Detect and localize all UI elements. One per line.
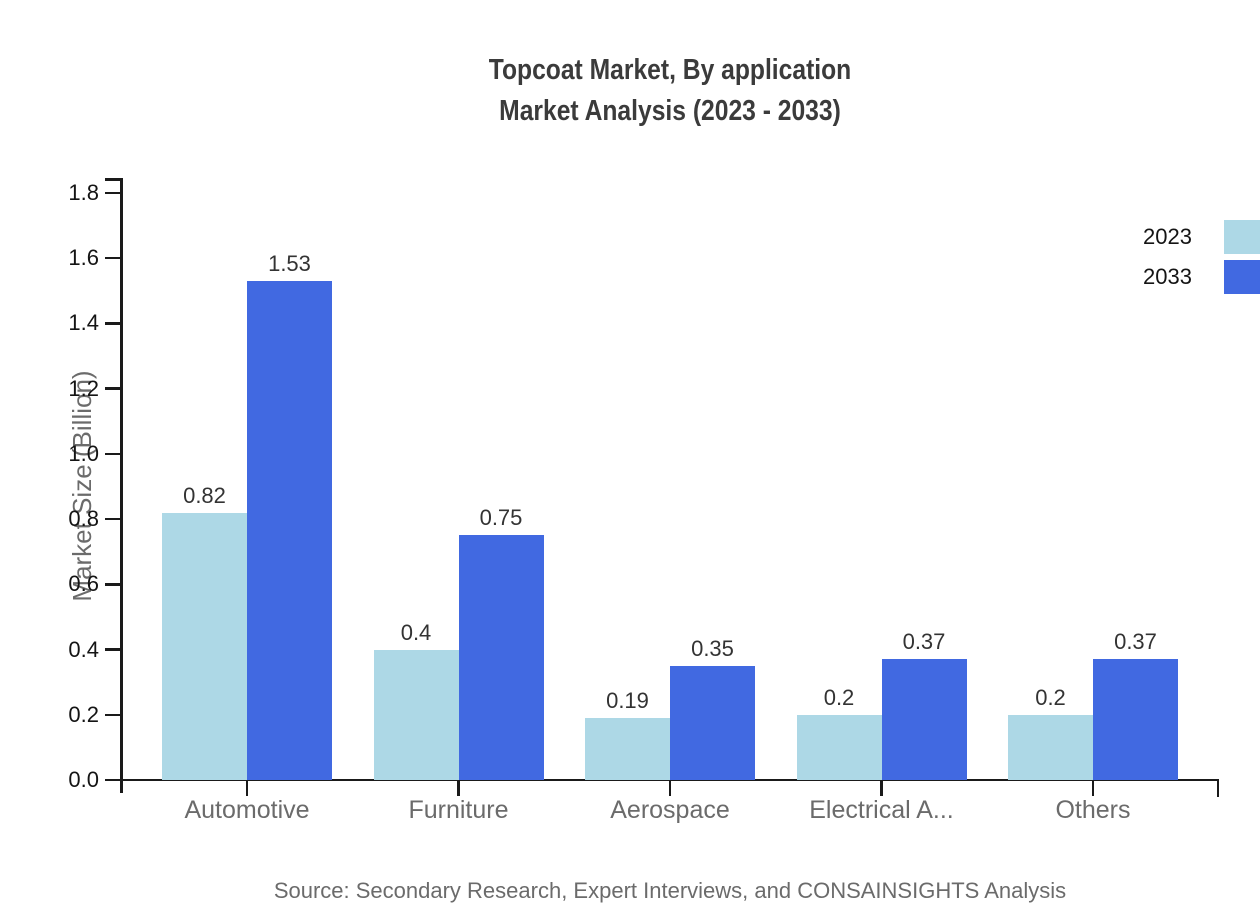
y-tick <box>105 387 120 390</box>
y-tick-label: 0.2 <box>68 701 99 727</box>
bar-value-label: 0.37 <box>1114 629 1157 655</box>
bar-2023-automotive <box>162 512 247 780</box>
legend-label-2033: 2033 <box>1143 264 1192 289</box>
y-tick <box>105 256 120 260</box>
chart-title-line-1: Topcoat Market, By application <box>488 54 852 86</box>
bar-value-label: 0.35 <box>691 635 734 661</box>
bar-value-label: 0.2 <box>1035 684 1066 710</box>
x-category-label: Automotive <box>184 796 310 824</box>
y-tick <box>105 517 120 521</box>
bar-value-label: 0.82 <box>183 482 226 508</box>
y-tick <box>105 191 120 195</box>
x-tick <box>1091 780 1095 796</box>
bar-2033-automotive <box>247 281 332 780</box>
y-tick-label: 0.8 <box>68 506 99 532</box>
x-tick <box>880 780 883 796</box>
chart-title-line-2: Market Analysis (2023 - 2033) <box>499 95 841 127</box>
source-note: Source: Secondary Research, Expert Inter… <box>273 878 1067 903</box>
chart-title: Topcoat Market, By application Market An… <box>203 50 1138 132</box>
bar-2033-electrical-a- <box>881 659 967 780</box>
y-tick <box>105 713 120 717</box>
legend-label-2023: 2023 <box>1143 224 1192 249</box>
bar-2023-aerospace <box>585 718 670 780</box>
bar-value-label: 0.75 <box>479 505 523 531</box>
y-tick <box>105 452 120 456</box>
x-tick <box>457 780 460 796</box>
y-tick <box>105 648 120 651</box>
y-tick-label: 0.4 <box>68 636 99 662</box>
y-tick <box>105 778 120 782</box>
y-tick-label: 0.6 <box>68 571 99 597</box>
bar-value-label: 0.2 <box>823 684 855 710</box>
x-category-label: Others <box>1055 796 1131 824</box>
bar-2023-others <box>1008 714 1093 780</box>
bar-2033-others <box>1093 659 1178 780</box>
y-axis-spine <box>120 178 123 793</box>
y-tick-label: 0.0 <box>68 767 99 792</box>
y-tick-label: 1.8 <box>68 180 99 206</box>
x-tick <box>668 780 672 796</box>
bar-2023-furniture <box>373 649 459 780</box>
x-category-label: Aerospace <box>610 796 730 824</box>
legend-swatch-2023-icon <box>1224 220 1260 254</box>
y-tick-label: 1.0 <box>68 440 99 466</box>
x-category-label: Furniture <box>408 796 509 824</box>
x-tick <box>245 780 249 796</box>
y-tick <box>105 583 120 586</box>
y-tick-label: 1.2 <box>68 375 99 401</box>
bar-value-label: 1.53 <box>268 251 311 277</box>
bar-2023-electrical-a- <box>796 714 882 780</box>
bar-value-label: 0.4 <box>400 619 432 645</box>
bar-2033-furniture <box>458 535 544 780</box>
bar-value-label: 0.19 <box>606 688 649 714</box>
y-tick-label: 1.4 <box>68 310 99 336</box>
x-axis-end-cap <box>1216 780 1219 797</box>
y-tick <box>105 322 120 325</box>
bar-value-label: 0.37 <box>902 629 946 655</box>
legend-swatch-2033-icon <box>1224 260 1260 294</box>
bar-2033-aerospace <box>670 665 755 780</box>
x-category-label: Electrical A... <box>809 796 954 824</box>
y-axis-end-cap <box>105 178 120 181</box>
y-tick-label: 1.6 <box>68 245 99 271</box>
